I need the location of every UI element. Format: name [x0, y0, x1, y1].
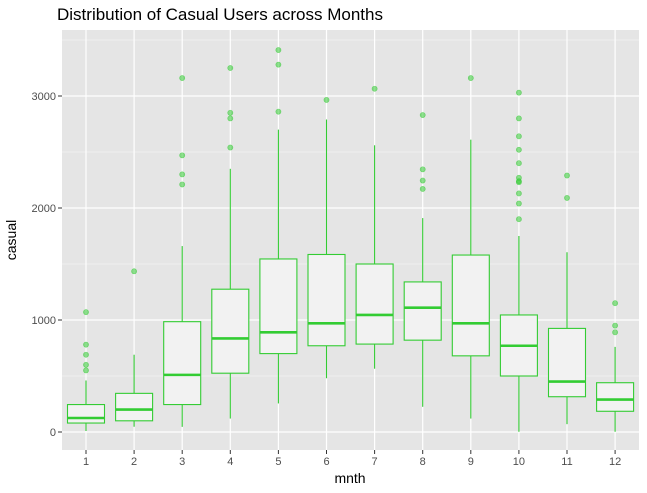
box-6 — [307, 97, 346, 379]
y-tick-label: 1000 — [32, 315, 56, 327]
x-tick-label: 2 — [131, 456, 137, 468]
chart-title: Distribution of Casual Users across Mont… — [57, 5, 383, 24]
box-body — [259, 258, 298, 355]
outlier-point — [179, 75, 186, 81]
outlier-point — [83, 361, 89, 368]
outlier-point — [275, 61, 282, 68]
outlier-point — [179, 181, 186, 188]
x-tick-label: 1 — [83, 456, 89, 468]
outlier-point — [227, 144, 234, 151]
box-body — [403, 281, 442, 341]
outlier-point — [612, 300, 618, 307]
outlier-point — [419, 177, 426, 184]
outlier-point — [419, 166, 426, 173]
outlier-point — [419, 112, 426, 118]
box-body — [451, 254, 490, 357]
x-axis-title: mnth — [334, 470, 365, 486]
x-tick-label: 7 — [372, 456, 378, 468]
outlier-point — [516, 115, 522, 122]
y-tick-label: 0 — [50, 427, 56, 439]
outlier-point — [516, 89, 522, 96]
box-body — [115, 392, 154, 422]
box-2 — [115, 268, 154, 427]
x-tick-label: 10 — [513, 456, 525, 468]
y-axis: 0 1000 2000 3000 — [32, 91, 62, 439]
plot-panel — [62, 30, 639, 450]
box-body — [547, 327, 587, 398]
outlier-point — [516, 190, 522, 197]
outlier-point — [323, 97, 330, 103]
box-body — [355, 263, 394, 345]
x-tick-label: 4 — [227, 456, 233, 468]
outlier-point — [564, 195, 570, 201]
x-tick-label: 11 — [561, 456, 572, 468]
box-body — [66, 404, 106, 424]
x-tick-label: 9 — [468, 456, 474, 468]
outlier-point — [83, 351, 89, 358]
box-10 — [499, 89, 538, 432]
box-8 — [403, 112, 442, 407]
outlier-point — [516, 200, 522, 207]
box-12 — [596, 300, 635, 432]
outlier-point — [612, 322, 618, 329]
outlier-point — [227, 109, 234, 116]
outlier-point — [467, 75, 474, 81]
x-tick-label: 3 — [179, 456, 185, 468]
box-5 — [259, 47, 298, 404]
x-tick-label: 8 — [420, 456, 426, 468]
outlier-point — [227, 65, 234, 71]
x-tick-label: 5 — [275, 456, 281, 468]
outlier-point — [83, 309, 89, 316]
outlier-point — [131, 268, 137, 275]
y-tick-label: 3000 — [32, 91, 56, 103]
box-3 — [163, 75, 202, 427]
outlier-point — [179, 171, 186, 178]
outlier-point — [371, 85, 378, 92]
outlier-point — [516, 174, 522, 181]
x-axis: 1 2 3 4 5 6 7 8 9 10 11 12 — [83, 450, 621, 468]
outlier-point — [227, 115, 234, 122]
boxes — [66, 47, 635, 432]
outlier-point — [516, 160, 522, 167]
outlier-point — [516, 133, 522, 140]
box-11 — [547, 172, 587, 425]
outlier-point — [275, 108, 282, 115]
outlier-point — [83, 341, 89, 348]
outlier-point — [179, 152, 186, 159]
outlier-point — [275, 47, 282, 53]
x-tick-label: 12 — [609, 456, 621, 468]
box-7 — [355, 85, 394, 369]
box-4 — [211, 65, 250, 419]
y-tick-label: 2000 — [32, 203, 56, 215]
y-axis-title: casual — [3, 220, 19, 260]
box-9 — [451, 75, 490, 419]
box-body — [163, 321, 202, 406]
box-body — [596, 382, 635, 412]
box-body — [211, 288, 250, 374]
outlier-point — [612, 329, 618, 336]
outlier-point — [516, 146, 522, 153]
outlier-point — [516, 216, 522, 223]
outlier-point — [419, 186, 426, 192]
outlier-point — [83, 367, 89, 374]
x-tick-label: 6 — [323, 456, 329, 468]
box-body — [307, 253, 346, 347]
box-1 — [66, 309, 106, 431]
outlier-point — [564, 172, 570, 179]
